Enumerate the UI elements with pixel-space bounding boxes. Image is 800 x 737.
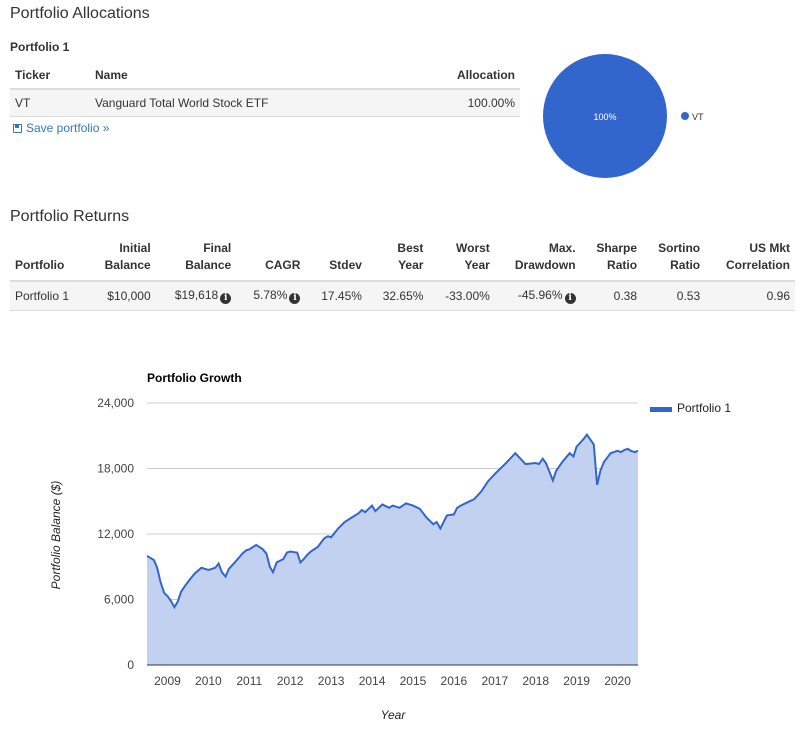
portfolio-cell: Portfolio 1 [10,281,88,311]
us-mkt-correlation-cell: 0.96 [705,281,795,311]
y-tick-label: 6,000 [104,593,134,607]
header-best-year: Best Year [366,236,429,282]
info-icon[interactable]: i [289,293,301,304]
sharpe-ratio-cell: 0.38 [580,281,643,311]
table-row: VT Vanguard Total World Stock ETF 100.00… [10,89,520,117]
pie-slice-vt[interactable] [543,54,667,178]
pie-slice-label: 100% [593,112,616,122]
header-max-drawdown: Max. Drawdown [494,236,581,282]
x-tick-label: 2015 [400,674,427,688]
header-sharpe-ratio: Sharpe Ratio [580,236,643,282]
header-worst-year: Worst Year [428,236,495,282]
x-tick-label: 2010 [195,674,222,688]
header-us-mkt-correlation: US Mkt Correlation [705,236,795,282]
header-allocation: Allocation [403,62,520,90]
y-tick-label: 18,000 [97,462,134,476]
table-row: Portfolio 1 $10,000 $19,618 i 5.78% i 17.4… [10,281,795,311]
returns-header-row: Portfolio Initial Balance Final Balance CA… [10,236,795,282]
x-tick-label: 2014 [359,674,386,688]
portfolio-name: Portfolio 1 [10,40,70,54]
final-balance-cell: $19,618 i [155,281,237,311]
legend-label: Portfolio 1 [677,401,731,415]
floppy-disk-icon [13,123,22,133]
header-cagr: CAGR [236,236,306,282]
x-tick-label: 2020 [604,674,631,688]
portfolio-growth-chart: Portfolio Growth 0 6,000 12,000 18,000 24,00… [49,371,731,722]
header-initial-balance: Initial Balance [87,236,156,282]
y-tick-label: 24,000 [97,396,134,410]
x-axis-label: Year [381,708,407,722]
allocations-table: Ticker Name Allocation VT Vanguard Total… [10,62,520,117]
x-tick-label: 2017 [481,674,508,688]
header-sortino-ratio: Sortino Ratio [642,236,706,282]
x-tick-label: 2016 [441,674,468,688]
x-tick-label: 2009 [154,674,181,688]
info-icon[interactable]: i [564,293,576,304]
pie-legend-label: VT [692,112,704,122]
header-stdev: Stdev [305,236,367,282]
series-line-portfolio-1 [146,433,639,610]
legend-marker [650,407,672,412]
header-name: Name [90,62,404,90]
cagr-cell: 5.78% i [236,281,306,311]
max-drawdown-cell: -45.96% i [494,281,581,311]
x-tick-label: 2011 [236,674,262,688]
stdev-cell: 17.45% [305,281,367,311]
x-tick-label: 2012 [277,674,304,688]
worst-year-cell: -33.00% [428,281,495,311]
x-tick-label: 2013 [318,674,345,688]
x-tick-label: 2019 [563,674,590,688]
initial-balance-cell: $10,000 [87,281,156,311]
y-tick-label: 12,000 [97,527,134,541]
save-portfolio-label: Save portfolio » [26,121,110,135]
sortino-ratio-cell: 0.53 [642,281,706,311]
pie-legend-marker [681,112,689,120]
returns-table: Portfolio Initial Balance Final Balance CA… [10,236,795,311]
y-tick-label: 0 [127,658,134,672]
best-year-cell: 32.65% [366,281,429,311]
allocations-title: Portfolio Allocations [10,5,150,22]
ticker-cell: VT [10,89,90,117]
header-final-balance: Final Balance [155,236,237,282]
allocations-header-row: Ticker Name Allocation [10,62,520,90]
series-area-portfolio-1 [147,434,638,665]
y-axis-label: Portfolio Balance ($) [49,481,63,590]
name-cell: Vanguard Total World Stock ETF [90,89,404,117]
header-ticker: Ticker [10,62,90,90]
save-portfolio-link[interactable]: Save portfolio » [13,121,109,135]
x-tick-label: 2018 [522,674,549,688]
header-portfolio: Portfolio [10,236,88,282]
allocation-pie-chart: 100% VT [543,54,704,178]
chart-title: Portfolio Growth [147,371,242,385]
returns-title: Portfolio Returns [10,208,130,225]
allocation-cell: 100.00% [403,89,520,117]
info-icon[interactable]: i [220,293,232,304]
